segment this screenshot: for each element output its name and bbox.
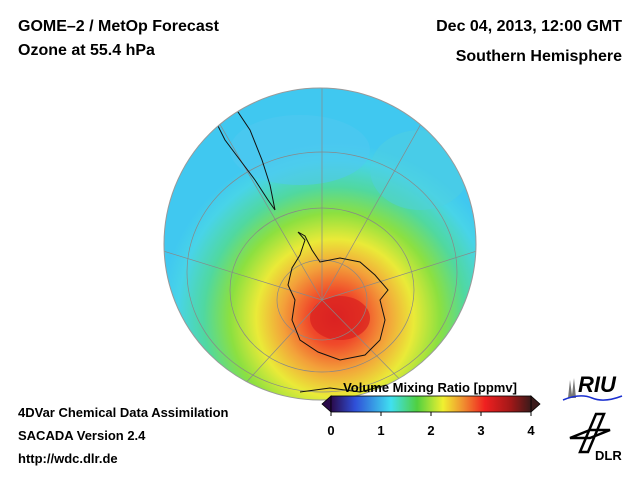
colorbar-title: Volume Mixing Ratio [ppmv] bbox=[343, 380, 517, 395]
australia-outline bbox=[299, 383, 391, 393]
antarctica-outline bbox=[287, 231, 389, 361]
low-ozone-patch bbox=[230, 115, 370, 185]
footer-url-link[interactable]: http://wdc.dlr.de bbox=[18, 451, 118, 466]
low-ozone-patch bbox=[370, 130, 470, 210]
riu-tower-icon bbox=[568, 378, 576, 398]
colorbar-gradient bbox=[330, 395, 532, 413]
title-variable: Ozone at 55.4 hPa bbox=[18, 42, 155, 59]
title-product: GOME–2 / MetOp Forecast bbox=[18, 18, 219, 35]
footer-method: 4DVar Chemical Data Assimilation bbox=[18, 405, 229, 420]
colorbar-high-arrow bbox=[530, 395, 541, 413]
colorbar-tick-label: 1 bbox=[377, 423, 385, 438]
colorbar-tick-label: 3 bbox=[477, 423, 485, 438]
globe-border bbox=[163, 87, 477, 401]
south-america-outline bbox=[209, 99, 276, 211]
colorbar-tick-label: 4 bbox=[527, 423, 535, 438]
dlr-logo-text: DLR bbox=[595, 448, 622, 463]
colorbar-ticks bbox=[330, 412, 532, 416]
region-label: Southern Hemisphere bbox=[455, 48, 622, 65]
forecast-date: Dec 04, 2013, 12:00 GMT bbox=[436, 18, 622, 35]
colorbar-tick-label: 0 bbox=[327, 423, 335, 438]
riu-logo-text: RIU bbox=[578, 372, 616, 397]
riu-logo bbox=[562, 378, 623, 401]
colorbar bbox=[321, 395, 541, 416]
colorbar-tick-label: 2 bbox=[427, 423, 435, 438]
graticule bbox=[164, 88, 476, 400]
dlr-logo-icon bbox=[569, 412, 611, 454]
footer-version: SACADA Version 2.4 bbox=[18, 428, 146, 443]
riu-wave-icon bbox=[562, 395, 623, 401]
